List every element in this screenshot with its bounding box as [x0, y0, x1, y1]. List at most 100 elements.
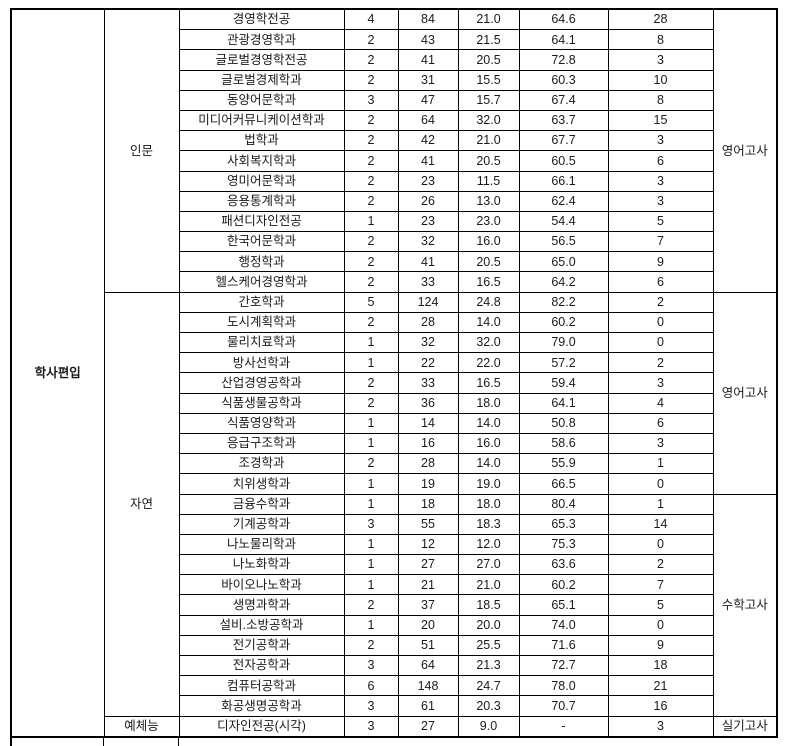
value-cell: 2 — [343, 130, 399, 152]
department-cell: 관광경영학과 — [178, 29, 345, 51]
table-row: 방사선학과 1 22 22.0 57.2 2 — [11, 352, 777, 374]
value-cell: 6 — [607, 150, 714, 172]
value-cell: 5 — [607, 210, 714, 233]
table-row: 법학과 2 42 21.0 67.7 3 — [11, 130, 777, 152]
value-cell: 1 — [343, 473, 399, 495]
value-cell: 28 — [607, 8, 714, 31]
department-cell: 조경학과 — [178, 453, 345, 475]
value-cell: 20 — [397, 614, 459, 636]
value-cell: 16 — [607, 695, 714, 717]
value-cell: 9.0 — [457, 715, 520, 738]
value-cell: 7 — [607, 574, 714, 596]
value-cell: 37 — [397, 594, 459, 616]
value-cell: 3 — [607, 170, 714, 192]
table-row: 식품영양학과 1 14 14.0 50.8 6 — [11, 412, 777, 434]
department-cell: 바이오나노학과 — [178, 574, 345, 596]
value-cell: 47 — [397, 89, 459, 111]
value-cell: 64.2 — [518, 271, 609, 293]
value-cell: 4 — [607, 392, 714, 414]
value-cell: 71.6 — [518, 634, 609, 657]
value-cell: 24.8 — [457, 291, 520, 313]
value-cell: - — [518, 715, 609, 738]
department-cell: 한국어문학과 — [178, 231, 345, 253]
value-cell: 20.5 — [457, 150, 520, 172]
value-cell: 2 — [343, 69, 399, 91]
value-cell: 16.0 — [457, 231, 520, 253]
value-cell: 8 — [607, 29, 714, 51]
department-cell: 설비.소방공학과 — [178, 614, 345, 636]
value-cell: 1 — [343, 331, 399, 354]
value-cell: 1 — [343, 574, 399, 596]
value-cell: 0 — [607, 473, 714, 495]
table-row: 기계공학과 3 55 18.3 65.3 14 — [11, 513, 777, 535]
department-cell: 경영학전공 — [178, 8, 345, 31]
value-cell: 6 — [607, 271, 714, 293]
value-cell: 21 — [607, 675, 714, 697]
value-cell: 3 — [607, 190, 714, 212]
value-cell: 10 — [607, 69, 714, 91]
value-cell: 42 — [397, 130, 459, 152]
department-cell: 치위생학과 — [178, 473, 345, 495]
value-cell: 18 — [397, 493, 459, 515]
value-cell: 70.7 — [518, 695, 609, 717]
value-cell: 15.5 — [457, 69, 520, 91]
table-row: 동양어문학과 3 47 15.7 67.4 8 — [11, 89, 777, 111]
department-cell: 전기공학과 — [178, 634, 345, 657]
department-cell: 물리치료학과 — [178, 331, 345, 354]
value-cell: 32 — [397, 331, 459, 354]
value-cell: 25.5 — [457, 634, 520, 657]
value-cell: 60.2 — [518, 574, 609, 596]
value-cell: 12.0 — [457, 533, 520, 556]
department-cell: 행정학과 — [178, 251, 345, 273]
department-cell: 컴퓨터공학과 — [178, 675, 345, 697]
department-cell: 나노물리학과 — [178, 533, 345, 556]
value-cell: 3 — [343, 654, 399, 677]
value-cell: 2 — [343, 251, 399, 273]
table-row: 치위생학과 1 19 19.0 66.5 0 — [11, 473, 777, 495]
table-row: 조경학과 2 28 14.0 55.9 1 — [11, 453, 777, 475]
value-cell: 2 — [343, 594, 399, 616]
table-row: 전자공학과 3 64 21.3 72.7 18 — [11, 654, 777, 677]
department-cell: 응급구조학과 — [178, 432, 345, 455]
value-cell: 0 — [607, 614, 714, 636]
value-cell: 14.0 — [457, 412, 520, 434]
value-cell: 20.3 — [457, 695, 520, 717]
value-cell: 3 — [607, 372, 714, 394]
department-cell: 패션디자인전공 — [178, 210, 345, 233]
value-cell: 62.4 — [518, 190, 609, 212]
value-cell: 1 — [343, 412, 399, 434]
value-cell: 33 — [397, 271, 459, 293]
value-cell: 22 — [397, 352, 459, 374]
value-cell: 2 — [343, 392, 399, 414]
value-cell: 43 — [397, 29, 459, 51]
table-row: 행정학과 2 41 20.5 65.0 9 — [11, 251, 777, 273]
value-cell: 16.5 — [457, 372, 520, 394]
value-cell: 33 — [397, 372, 459, 394]
value-cell: 19 — [397, 473, 459, 495]
value-cell: 21.0 — [457, 574, 520, 596]
value-cell: 9 — [607, 634, 714, 657]
value-cell: 1 — [343, 614, 399, 636]
table-row: 학사편입 인문 경영학전공 4 84 21.0 64.6 28 영어고사 — [10, 8, 778, 738]
value-cell: 2 — [343, 190, 399, 212]
exam-type-cell: 영어고사 — [712, 8, 778, 293]
department-cell: 나노화학과 — [178, 554, 345, 576]
value-cell: 1 — [343, 210, 399, 233]
value-cell: 1 — [607, 453, 714, 475]
table-row: 예체능 디자인전공(시각) 3 27 9.0-3 실기고사 — [11, 715, 778, 738]
value-cell: 3 — [343, 715, 399, 738]
value-cell: 7 — [607, 231, 714, 253]
value-cell: 63.6 — [518, 554, 609, 576]
table-row: 설비.소방공학과 1 20 20.0 74.0 0 — [11, 614, 777, 636]
table-row: 나노화학과 1 27 27.0 63.6 2 — [11, 554, 777, 576]
value-cell: 58.6 — [518, 432, 609, 455]
program-cell: 학사편입 — [10, 8, 105, 738]
value-cell: 65.0 — [518, 251, 609, 273]
table-continuation-line-dept — [178, 738, 179, 746]
table-row: 바이오나노학과 1 21 21.0 60.2 7 — [11, 574, 777, 596]
value-cell: 2 — [343, 170, 399, 192]
value-cell: 2 — [343, 372, 399, 394]
value-cell: 124 — [397, 291, 459, 313]
department-cell: 글로벌경영학전공 — [178, 49, 345, 71]
